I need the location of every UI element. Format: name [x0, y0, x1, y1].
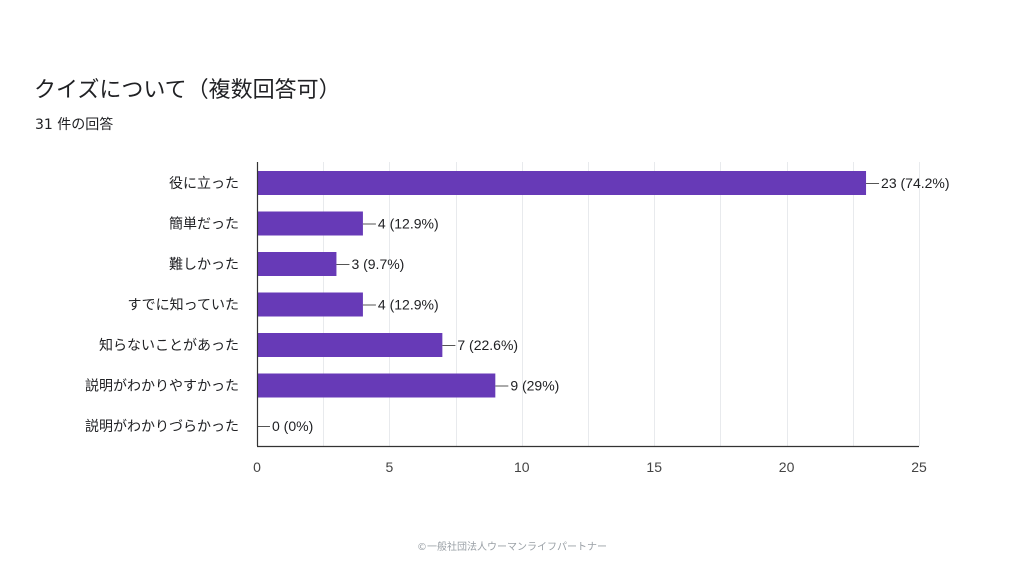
data-label: 3 (9.7%) [351, 256, 404, 272]
axes [256, 162, 919, 448]
x-tick-label: 10 [514, 459, 530, 475]
x-tick-label: 15 [646, 459, 662, 475]
category-label: 簡単だった [169, 217, 239, 233]
bar [257, 211, 363, 236]
bar [257, 252, 337, 276]
x-tick-label: 0 [253, 459, 261, 475]
x-tick-label: 5 [386, 459, 394, 475]
bar [257, 373, 496, 398]
category-label: 説明がわかりづらかった [85, 419, 239, 435]
category-label: 難しかった [169, 257, 239, 273]
data-label: 4 (12.9%) [378, 216, 439, 232]
category-label: すでに知っていた [128, 297, 239, 314]
data-label: 0 (0%) [272, 418, 313, 434]
data-label: 7 (22.6%) [457, 337, 518, 353]
bar [257, 333, 443, 357]
data-label: 4 (12.9%) [378, 297, 439, 313]
x-tick-label: 25 [911, 459, 927, 475]
response-count: 31 件の回答 [35, 117, 114, 133]
bars [257, 171, 867, 398]
chart-title: クイズについて（複数回答可） [34, 78, 341, 103]
bar [257, 171, 867, 195]
data-label: 9 (29%) [510, 378, 559, 394]
copyright-footer: ©一般社団法人ウーマンライフパートナー [417, 542, 607, 553]
category-label: 説明がわかりやすかった [85, 379, 239, 395]
x-tick-label: 20 [779, 459, 795, 475]
data-label: 23 (74.2%) [881, 175, 949, 191]
category-label: 知らないことがあった [99, 337, 239, 354]
category-label: 役に立った [169, 176, 239, 192]
bar [257, 292, 363, 317]
labels: 0 5 10 15 20 25 役に立った 23 (74.2%) 簡単だった 4 (12.9%) 難… [85, 175, 950, 475]
